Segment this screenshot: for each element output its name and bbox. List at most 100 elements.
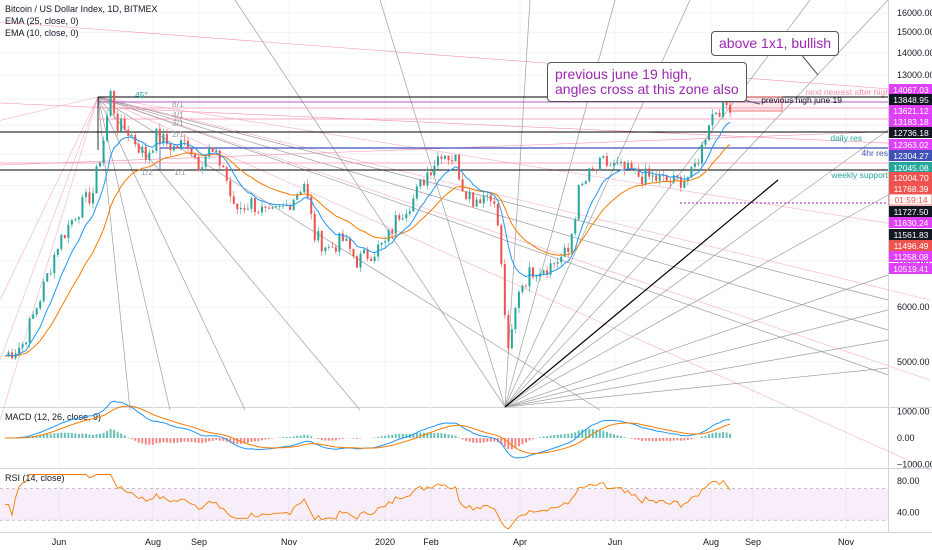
candle-body: [127, 129, 130, 136]
rsi-y-tick-label: 40.00: [897, 507, 920, 517]
macd-histogram-bar: [510, 438, 513, 450]
price-label: 13183.18: [893, 117, 929, 127]
chart-annotation: 4hr res: [862, 148, 888, 158]
candle-body: [475, 199, 478, 207]
candle-body: [250, 198, 253, 209]
price-label-tag: [889, 240, 932, 251]
macd-histogram-bar: [725, 432, 728, 438]
macd-y-tick-label: −1000.00: [897, 460, 932, 470]
candle-body: [567, 247, 570, 252]
candle-body: [546, 270, 549, 275]
macd-histogram-bar: [472, 438, 475, 443]
ema25-line: [4, 144, 731, 357]
macd-histogram-bar: [229, 438, 232, 443]
macd-histogram-bar: [542, 436, 545, 438]
macd-histogram-bar: [324, 438, 327, 441]
candle-body: [451, 160, 454, 162]
macd-histogram-bar: [260, 438, 263, 441]
price-label: 12045.08: [893, 163, 929, 173]
candle-body: [84, 192, 87, 198]
candle-body: [303, 184, 306, 193]
candle-body: [422, 179, 425, 186]
macd-histogram-bar: [303, 434, 306, 438]
note-bullish[interactable]: above 1x1, bullish: [711, 31, 840, 56]
price-label-tag: [889, 127, 932, 138]
price-label-tag: [889, 217, 932, 228]
macd-histogram-bar: [500, 438, 503, 445]
candle-body: [623, 161, 626, 170]
macd-histogram-bar: [165, 438, 168, 443]
macd-histogram-bar: [46, 433, 49, 438]
price-label: 01:59:14: [894, 195, 927, 205]
ema25-legend: EMA (25, close, 0): [5, 16, 79, 26]
gann-fan-line: [97, 96, 889, 301]
macd-histogram-bar: [658, 438, 661, 442]
macd-histogram-bar: [493, 438, 496, 442]
candle-body: [627, 163, 630, 170]
price-label: 11727.50: [894, 207, 929, 217]
macd-histogram-bar: [686, 438, 689, 441]
candle-body: [106, 115, 109, 141]
candle-body: [528, 267, 531, 287]
macd-histogram-bar: [605, 432, 608, 438]
macd-histogram-bar: [35, 435, 38, 438]
candle-body: [334, 247, 337, 252]
price-label-tag: [889, 229, 932, 240]
candle-body: [662, 175, 665, 176]
candle-body: [436, 156, 439, 166]
candle-body: [134, 135, 137, 145]
gann-fan-line: [504, 367, 889, 408]
candle-body: [598, 157, 601, 171]
candle-body: [289, 205, 292, 211]
candle-body: [359, 253, 362, 268]
candle-body: [53, 254, 56, 274]
macd-histogram-bar: [264, 438, 267, 440]
candle-body: [468, 192, 471, 200]
gann-pink-line: [0, 96, 99, 361]
macd-histogram-bar: [475, 438, 478, 443]
macd-histogram-bar: [679, 438, 682, 441]
macd-histogram-bar: [630, 438, 633, 439]
y-tick-label: 5000.00: [897, 357, 930, 367]
candle-body: [63, 234, 66, 239]
macd-histogram-bar: [169, 438, 172, 443]
candle-body: [500, 225, 503, 265]
candle-body: [88, 192, 91, 204]
candle-body: [144, 146, 147, 160]
candle-body: [278, 206, 281, 207]
note-june-high[interactable]: previous june 19 high, angles cross at t…: [547, 62, 747, 102]
candle-body: [532, 267, 534, 278]
candle-body: [458, 154, 461, 180]
macd-histogram-bar: [141, 438, 144, 444]
candle-body: [268, 207, 270, 209]
macd-histogram-bar: [426, 432, 429, 438]
macd-histogram-bar: [507, 438, 510, 450]
candle-body: [665, 175, 668, 181]
note-pointer: [799, 52, 819, 76]
macd-histogram-bar: [194, 438, 197, 443]
macd-histogram-bar: [53, 433, 56, 438]
macd-histogram-bar: [49, 433, 52, 438]
candle-body: [243, 207, 246, 210]
y-tick-label: 6000.00: [897, 302, 930, 312]
candle-body: [419, 179, 422, 187]
macd-histogram-bar: [553, 435, 556, 438]
price-label: 12363.02: [893, 140, 929, 150]
macd-histogram-bar: [451, 435, 454, 438]
candle-body: [222, 165, 225, 168]
x-tick-label: Aug: [703, 537, 719, 547]
macd-histogram-bar: [528, 438, 531, 441]
macd-histogram-bar: [486, 438, 489, 442]
chart-annotation: 1/2: [141, 167, 153, 177]
macd-histogram-bar: [243, 438, 246, 444]
candle-body: [296, 194, 299, 200]
gann-fan-line: [97, 96, 171, 411]
candle-body: [275, 206, 278, 208]
macd-histogram-bar: [563, 433, 566, 438]
candle-body: [137, 144, 140, 153]
candle-body: [722, 98, 725, 117]
candle-body: [158, 128, 161, 144]
macd-histogram-bar: [246, 438, 249, 444]
candle-body: [387, 229, 390, 242]
